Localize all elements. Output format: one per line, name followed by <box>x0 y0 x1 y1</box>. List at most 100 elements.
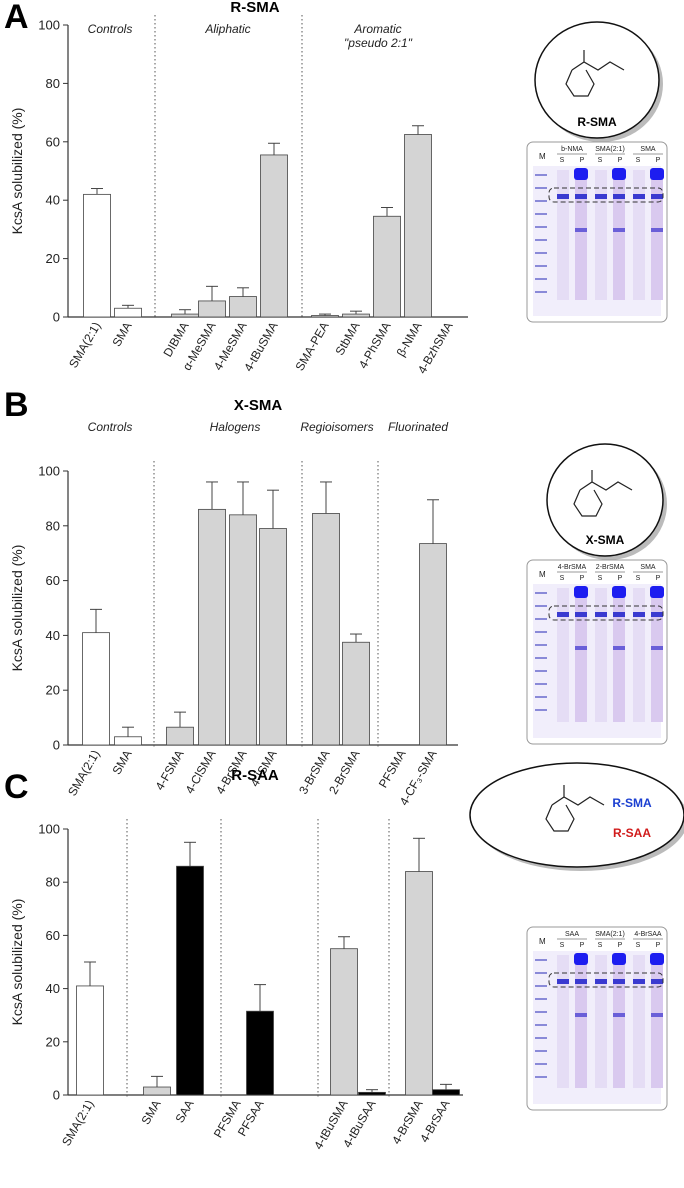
gel-lane <box>575 588 587 722</box>
gel-band <box>633 979 645 984</box>
gel-band <box>613 979 625 984</box>
gel-band <box>651 979 663 984</box>
gel-band <box>613 612 625 617</box>
x-tick-label: SMA(2:1) <box>65 748 102 799</box>
gel-sub-label: S <box>560 942 565 949</box>
bar <box>82 632 110 746</box>
group-label: Fluorinated <box>388 420 448 434</box>
error-bar <box>350 633 362 643</box>
gel-sub-label: S <box>636 575 641 582</box>
error-bar <box>206 285 218 301</box>
y-tick-label: 100 <box>38 464 60 479</box>
bar <box>114 736 142 746</box>
gel-band <box>651 612 663 617</box>
gel-sub-label: P <box>580 942 585 949</box>
gel-marker-band <box>535 213 547 215</box>
gel-marker-band <box>535 1063 547 1065</box>
gel-marker-band <box>535 252 547 254</box>
gel-sub-label: P <box>656 157 661 164</box>
bar <box>312 513 340 746</box>
bar <box>246 1010 274 1096</box>
error-bar <box>338 936 350 949</box>
error-bar <box>254 984 266 1012</box>
gel-marker-band <box>535 226 547 228</box>
gel-lane <box>575 955 587 1088</box>
y-tick-label: 20 <box>46 251 60 266</box>
error-bar <box>90 608 102 633</box>
gel-marker-band <box>535 1076 547 1078</box>
error-bar <box>237 287 249 297</box>
error-bar <box>381 207 393 217</box>
chart-title: R-SAA <box>231 767 279 784</box>
error-bar <box>174 711 186 728</box>
y-tick-label: 80 <box>46 875 60 890</box>
gel-band <box>575 194 587 199</box>
gel-well <box>574 586 588 598</box>
structure-bubble <box>534 21 660 139</box>
gel-lane-label: SMA <box>640 564 656 571</box>
error-bar <box>350 310 362 315</box>
bar <box>330 948 358 1096</box>
gel-marker-band <box>535 605 547 607</box>
group-label: Regioisomers <box>300 420 373 434</box>
gel-highlight <box>548 187 664 203</box>
gel-marker-band <box>535 200 547 202</box>
gel-well <box>650 953 664 965</box>
gel-marker-band <box>535 265 547 267</box>
gel-band <box>557 612 569 617</box>
structure-label: R-SMA <box>577 115 617 129</box>
chart-title: R-SMA <box>230 0 279 16</box>
gel-marker-band <box>535 657 547 659</box>
y-tick-label: 80 <box>46 76 60 91</box>
gel-sub-label: S <box>560 575 565 582</box>
gel-lane-label: SAA <box>565 931 579 938</box>
error-bar <box>179 309 191 315</box>
gel-marker-band <box>535 239 547 241</box>
bar <box>311 315 339 318</box>
error-bar <box>84 961 96 986</box>
x-tick-label: SMA(2:1) <box>66 320 103 371</box>
gel-marker-band <box>535 174 547 176</box>
gel-marker-band <box>535 959 547 961</box>
gel-band <box>651 228 663 232</box>
group-label: Controls <box>88 420 133 434</box>
bar <box>229 514 257 746</box>
structure-sketch <box>573 470 633 517</box>
gel-lane <box>557 588 569 722</box>
bar <box>176 865 204 1096</box>
gel-marker-band <box>535 618 547 620</box>
bar <box>229 296 257 318</box>
gel-marker-label: M <box>539 937 546 946</box>
gel-highlight <box>548 972 664 988</box>
gel-band <box>651 646 663 650</box>
y-axis-label: KcsA solubilized (%) <box>9 545 25 672</box>
gel-marker-label: M <box>539 570 546 579</box>
gel-marker-band <box>535 683 547 685</box>
gel-lane <box>595 588 607 722</box>
gel-lane-label: 2-BrSMA <box>596 564 625 571</box>
y-tick-label: 0 <box>53 738 60 753</box>
gel-marker-band <box>535 1011 547 1013</box>
error-bar <box>184 841 196 867</box>
gel-lane <box>613 170 625 300</box>
chart-title: X-SMA <box>234 397 283 414</box>
group-label: Controls <box>88 22 133 36</box>
gel-band <box>595 194 607 199</box>
gel-lane <box>557 170 569 300</box>
structure-bubble <box>546 443 664 557</box>
gel-marker-band <box>535 670 547 672</box>
gel-lane <box>633 588 645 722</box>
bar <box>166 726 194 746</box>
bar <box>373 215 401 318</box>
gel-marker-band <box>535 985 547 987</box>
y-tick-label: 40 <box>46 193 60 208</box>
gel-marker-band <box>535 1024 547 1026</box>
y-tick-label: 20 <box>46 683 60 698</box>
gel-well <box>650 586 664 598</box>
bar <box>432 1089 460 1096</box>
y-tick-label: 40 <box>46 628 60 643</box>
x-tick-label: StbMA <box>332 320 362 358</box>
gel-lane <box>633 955 645 1088</box>
gel-lane <box>651 170 663 300</box>
structure-sketch <box>565 50 625 97</box>
